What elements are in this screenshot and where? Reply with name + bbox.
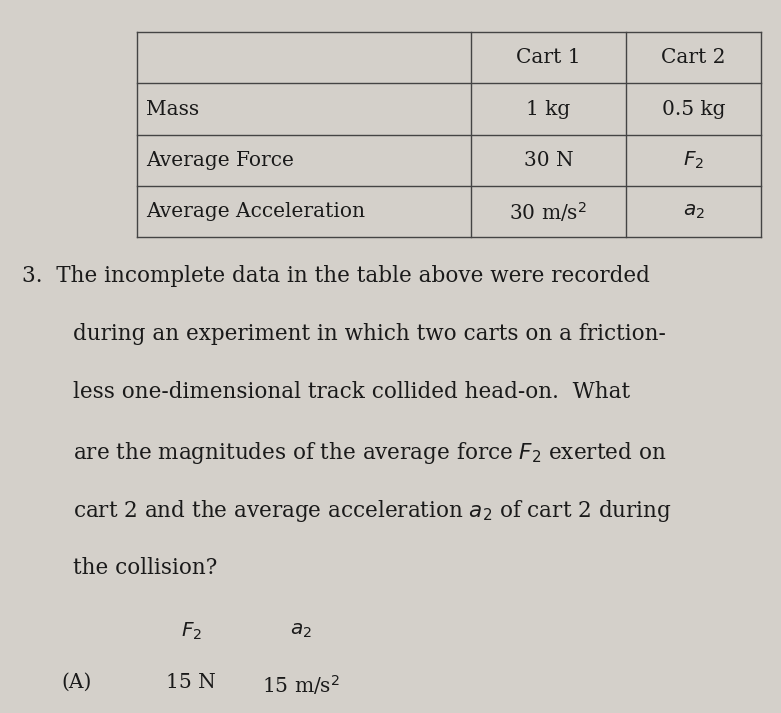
- Text: 0.5 kg: 0.5 kg: [662, 100, 726, 118]
- Text: cart 2 and the average acceleration $a_2$ of cart 2 during: cart 2 and the average acceleration $a_2…: [73, 498, 672, 524]
- Text: $a_2$: $a_2$: [290, 621, 312, 640]
- Text: 1 kg: 1 kg: [526, 100, 571, 118]
- Text: 3.  The incomplete data in the table above were recorded: 3. The incomplete data in the table abov…: [22, 265, 650, 287]
- Text: $a_2$: $a_2$: [683, 202, 704, 221]
- Text: Cart 2: Cart 2: [662, 48, 726, 67]
- Text: 30 m/s$^2$: 30 m/s$^2$: [509, 200, 587, 224]
- Text: less one-dimensional track collided head-on.  What: less one-dimensional track collided head…: [73, 381, 629, 404]
- Text: are the magnitudes of the average force $F_2$ exerted on: are the magnitudes of the average force …: [73, 440, 666, 466]
- Text: the collision?: the collision?: [73, 557, 217, 579]
- Text: Cart 1: Cart 1: [516, 48, 581, 67]
- Text: $F_2$: $F_2$: [181, 621, 201, 642]
- Text: Mass: Mass: [146, 100, 199, 118]
- Text: 15 m/s$^2$: 15 m/s$^2$: [262, 673, 340, 697]
- Text: Average Acceleration: Average Acceleration: [146, 202, 365, 221]
- Text: 30 N: 30 N: [523, 151, 573, 170]
- Text: 15 N: 15 N: [166, 673, 216, 692]
- Text: (A): (A): [62, 673, 91, 692]
- Text: $F_2$: $F_2$: [683, 150, 704, 171]
- Text: Average Force: Average Force: [146, 151, 294, 170]
- Text: during an experiment in which two carts on a friction-: during an experiment in which two carts …: [73, 323, 665, 345]
